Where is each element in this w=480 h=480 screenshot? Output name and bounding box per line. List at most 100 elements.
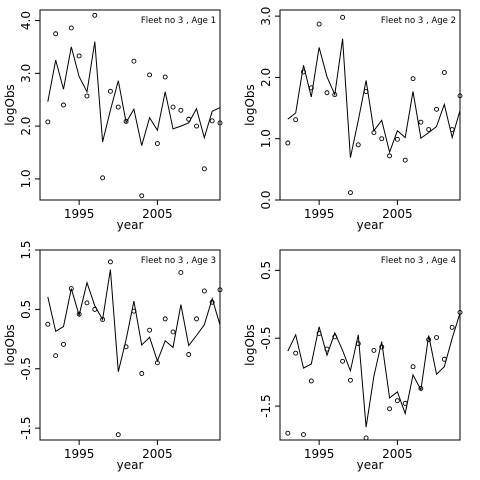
data-point (170, 329, 176, 335)
data-point (107, 88, 113, 94)
y-axis-label: logObs (243, 84, 257, 126)
data-point (418, 119, 424, 125)
data-point (201, 288, 207, 294)
y-axis-label: logObs (3, 324, 17, 366)
data-point (410, 76, 416, 82)
panel-4: 1995 2005 -1.5 -0.5 0.5 year logObs Fleet no 3 … (243, 249, 463, 472)
y-tick-label: 4.0 (19, 11, 33, 30)
data-point (340, 358, 346, 364)
fitted-line (47, 269, 221, 372)
y-tick-label: 1.0 (19, 169, 33, 188)
data-point (92, 12, 98, 18)
data-point (147, 327, 153, 333)
data-point (61, 341, 66, 347)
data-point (347, 190, 353, 196)
data-point (387, 153, 393, 159)
data-point (154, 141, 160, 146)
data-point (131, 58, 137, 64)
panel-3: 1995 2005 -1.5 -0.5 0.5 1.5 year logObs Fleet no… (3, 240, 223, 472)
data-point (61, 102, 66, 108)
data-point (186, 352, 192, 357)
x-tick-label: 1995 (64, 207, 95, 221)
data-point (457, 93, 463, 99)
panel-label: Fleet no 3 , Age 3 (141, 256, 216, 266)
data-point (347, 377, 353, 383)
data-point (45, 321, 51, 327)
x-tick-label: 1995 (304, 447, 335, 461)
x-tick-label: 1995 (304, 207, 335, 221)
data-point (449, 324, 455, 330)
x-tick-label: 2005 (382, 447, 413, 461)
fitted-line (287, 38, 461, 158)
data-point (410, 364, 416, 370)
data-point (107, 259, 113, 265)
y-tick-label: 3.0 (19, 64, 33, 83)
data-point (209, 118, 215, 124)
data-point (147, 72, 153, 78)
data-point (316, 21, 322, 27)
data-point (293, 117, 299, 123)
data-point (45, 119, 51, 125)
data-point (285, 140, 291, 146)
y-tick-label: -0.5 (19, 357, 33, 380)
x-axis-label: year (117, 218, 144, 232)
y-tick-label: -1.5 (259, 394, 273, 417)
x-tick-label: 2005 (382, 207, 413, 221)
data-point (387, 406, 393, 412)
data-point (162, 316, 168, 322)
data-point (379, 136, 385, 142)
data-point (68, 25, 74, 31)
y-tick-label: 2.0 (19, 117, 33, 136)
data-point (355, 142, 361, 148)
x-tick-label: 2005 (142, 447, 173, 461)
panel-1: 1995 2005 1.0 2.0 3.0 4.0 year logObs Fleet no 3… (3, 9, 223, 232)
data-point (115, 104, 121, 110)
plot-frame (279, 249, 461, 441)
data-point (139, 193, 145, 199)
data-point (308, 378, 314, 384)
data-point (293, 350, 299, 356)
data-point (178, 107, 184, 113)
data-point (178, 270, 184, 276)
data-point (285, 430, 291, 436)
x-axis-label: year (357, 218, 384, 232)
data-point (441, 70, 447, 75)
data-point (340, 14, 346, 20)
fitted-line (47, 41, 221, 146)
y-tick-label: 0.5 (259, 261, 273, 280)
y-tick-label: 0.0 (259, 190, 273, 209)
x-axis-label: year (357, 458, 384, 472)
y-axis-label: logObs (3, 84, 17, 126)
data-point (301, 432, 306, 438)
data-point (434, 335, 439, 340)
data-point (84, 93, 90, 99)
y-tick-label: -1.5 (19, 416, 33, 439)
data-point (363, 435, 369, 441)
data-point (394, 398, 400, 404)
panel-label: Fleet no 3 , Age 1 (141, 16, 216, 26)
data-point (194, 123, 199, 129)
data-point (162, 74, 168, 80)
x-axis-label: year (117, 458, 144, 472)
panel-2: 1995 2005 0.0 1.0 2.0 3.0 year logObs Fleet no 3… (243, 7, 463, 232)
data-point (217, 287, 223, 293)
data-point (76, 53, 82, 59)
y-tick-label: 3.0 (259, 7, 273, 26)
data-point (100, 175, 106, 181)
data-point (371, 347, 377, 353)
data-point (194, 316, 199, 322)
data-point (170, 104, 176, 110)
data-point (426, 127, 432, 132)
data-point (402, 157, 408, 163)
data-point (217, 120, 223, 126)
y-tick-label: 1.5 (19, 240, 33, 259)
plot-frame (39, 249, 221, 441)
y-tick-label: 0.5 (19, 300, 33, 319)
y-axis-label: logObs (243, 324, 257, 366)
data-point (84, 300, 90, 306)
y-tick-label: 2.0 (259, 68, 273, 87)
data-point (201, 166, 207, 172)
plot-frame (279, 9, 461, 201)
data-point (434, 106, 439, 112)
